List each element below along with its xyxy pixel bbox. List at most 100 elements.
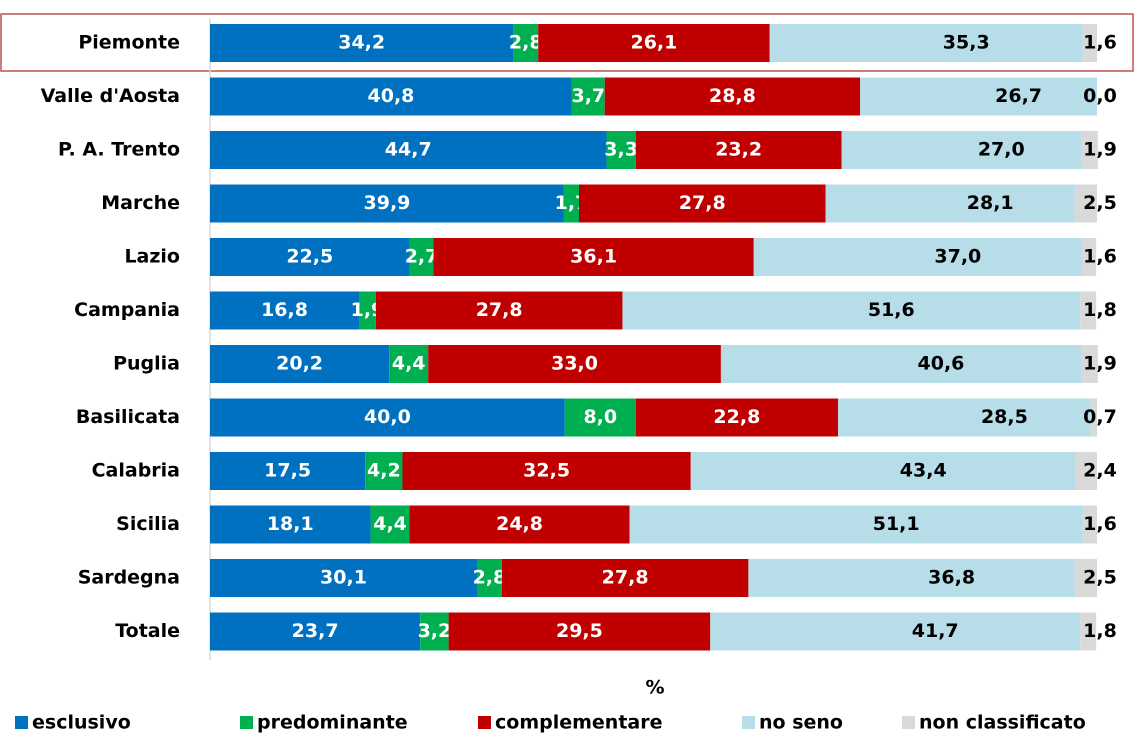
legend-label: non classificato <box>919 712 1086 734</box>
value-label: 1,9 <box>1083 353 1117 375</box>
value-label: 26,7 <box>995 85 1042 107</box>
bar-segment <box>501 559 749 597</box>
value-label: 37,0 <box>934 246 981 268</box>
bar-segment <box>210 505 371 544</box>
bar-segment <box>1080 612 1097 651</box>
category-label: Puglia <box>113 353 180 375</box>
value-label: 29,5 <box>556 620 603 642</box>
bar-segment <box>375 291 623 330</box>
bar-segment <box>825 184 1075 223</box>
category-label: Piemonte <box>78 32 180 54</box>
bar-segment <box>359 291 376 330</box>
bar-segment <box>365 452 403 490</box>
value-label: 3,3 <box>604 139 638 161</box>
bar-segment <box>389 345 429 383</box>
value-label: 51,6 <box>868 299 915 321</box>
value-label: 51,1 <box>873 513 920 535</box>
value-label: 30,1 <box>320 567 367 589</box>
category-label: Valle d'Aosta <box>41 85 180 107</box>
value-label: 2,5 <box>1083 192 1117 214</box>
category-label: Basilicata <box>76 406 180 428</box>
value-label: 40,0 <box>364 406 411 428</box>
value-label: 34,2 <box>338 32 385 54</box>
value-label: 23,7 <box>292 620 339 642</box>
value-label: 27,8 <box>476 299 523 321</box>
value-label: 18,1 <box>267 513 314 535</box>
bar-segment <box>1082 24 1097 62</box>
bar-segment <box>210 452 366 490</box>
bar-segment <box>402 452 691 490</box>
legend-swatch <box>742 716 755 729</box>
bar-segment <box>1075 452 1097 490</box>
bar-segment <box>428 345 721 383</box>
bar-segment <box>622 291 1081 330</box>
bar-segment <box>210 291 360 330</box>
value-label: 41,7 <box>912 620 959 642</box>
category-label: Lazio <box>124 246 180 268</box>
bar-segment <box>1080 291 1097 330</box>
highlight-box <box>0 13 1134 72</box>
bar-segment <box>769 24 1083 62</box>
bar-segment <box>1081 131 1098 169</box>
bar-segment <box>860 77 1097 116</box>
value-label: 28,5 <box>981 406 1028 428</box>
value-label: 1,9 <box>351 299 385 321</box>
legend-swatch <box>478 716 491 729</box>
bar-segment <box>513 24 539 62</box>
bar-segment <box>1081 238 1097 276</box>
value-label: 44,7 <box>385 139 432 161</box>
value-label: 26,1 <box>630 32 677 54</box>
bar-segment <box>448 612 711 651</box>
value-label: 2,8 <box>473 567 507 589</box>
value-label: 1,6 <box>1083 513 1117 535</box>
value-label: 22,5 <box>286 246 333 268</box>
value-label: 23,2 <box>715 139 762 161</box>
legend-swatch <box>902 716 915 729</box>
value-label: 39,9 <box>364 192 411 214</box>
category-label: Sicilia <box>116 513 180 535</box>
bar-segment <box>1074 559 1097 597</box>
value-label: 4,2 <box>367 460 401 482</box>
bar-segment <box>1082 505 1097 544</box>
bar-segment <box>210 184 564 223</box>
bar-segment <box>433 238 754 276</box>
category-label: Sardegna <box>78 567 180 589</box>
value-label: 0,7 <box>1083 406 1117 428</box>
bar-segment <box>409 505 630 544</box>
category-label: Totale <box>115 620 180 642</box>
legend-swatch <box>15 716 28 729</box>
value-label: 17,5 <box>264 460 311 482</box>
bar-segment <box>210 238 410 276</box>
bar-segment <box>210 24 514 62</box>
bar-segment <box>409 238 434 276</box>
bar-segment <box>564 398 636 437</box>
bar-segment <box>710 612 1081 651</box>
value-label: 1,9 <box>1083 139 1117 161</box>
value-label: 2,5 <box>1083 567 1117 589</box>
bar-segment <box>753 238 1082 276</box>
bar-segment <box>635 398 838 437</box>
value-label: 36,1 <box>570 246 617 268</box>
legend-label: esclusivo <box>32 712 131 734</box>
value-label: 27,8 <box>602 567 649 589</box>
value-label: 33,0 <box>551 353 598 375</box>
value-label: 1,6 <box>1083 32 1117 54</box>
value-label: 24,8 <box>496 513 543 535</box>
legend-label: complementare <box>495 712 662 734</box>
category-label: P. A. Trento <box>58 139 180 161</box>
bar-segment <box>1090 398 1097 437</box>
bar-segment <box>604 77 861 116</box>
bar-segment <box>841 131 1082 169</box>
legend-label: predominante <box>257 712 408 734</box>
value-label: 8,0 <box>583 406 617 428</box>
value-label: 3,7 <box>571 85 605 107</box>
bar-segment <box>476 559 502 597</box>
legend-label: no seno <box>759 712 843 734</box>
bar-segment <box>210 131 607 169</box>
bar-segment <box>210 398 565 437</box>
bar-segment <box>690 452 1076 490</box>
bar-segment <box>210 345 390 383</box>
category-label: Campania <box>74 299 180 321</box>
bar-segment <box>420 612 449 651</box>
